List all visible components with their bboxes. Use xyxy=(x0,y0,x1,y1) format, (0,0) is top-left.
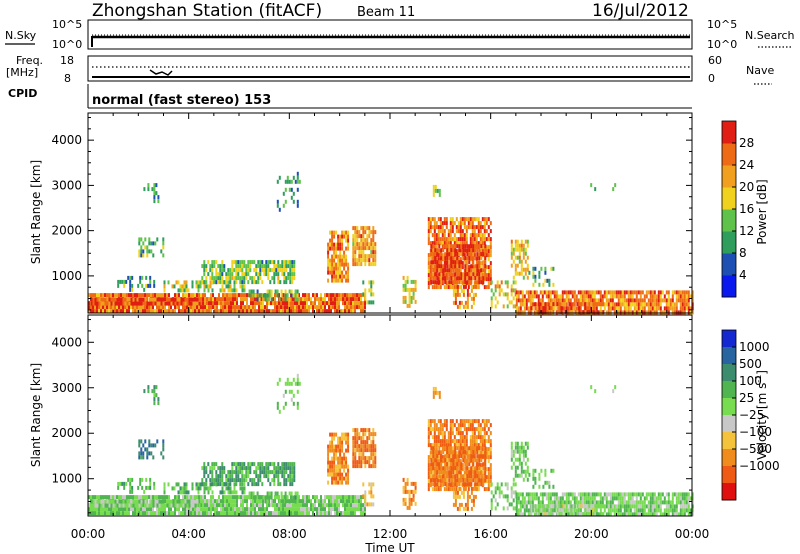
x-axis-label: Time UT xyxy=(364,541,415,554)
power-colorbar-tick: 24 xyxy=(739,158,754,172)
freq-label-2: [MHz] xyxy=(6,66,38,79)
mode-text: normal (fast stereo) 153 xyxy=(92,93,271,108)
velocity-colorbar-tick: −25 xyxy=(739,408,764,422)
nsearch-label: N.Search xyxy=(745,29,795,42)
freq-label-1: Freq. xyxy=(16,54,43,67)
x-tick-label: 04:00 xyxy=(171,527,206,541)
freq-panel xyxy=(87,55,693,82)
nave-tick-top: 60 xyxy=(708,54,722,67)
nsearch-tick-bottom: 10^0 xyxy=(707,38,737,51)
velocity-ytick-label: 4000 xyxy=(51,335,82,349)
velocity-colorbar: 1000 500 100 25 −25 −100 −500 −1000 xyxy=(721,329,780,501)
power-colorbar-label: Power [dB] xyxy=(755,179,769,244)
velocity-colorbar-tick: 25 xyxy=(739,391,754,405)
power-ytick-label: 4000 xyxy=(51,133,82,147)
power-panel: 1000 2000 3000 4000 xyxy=(51,112,694,315)
power-colorbar-swatch xyxy=(722,165,736,188)
velocity-colorbar-swatch xyxy=(722,381,736,399)
x-tick-label: 20:00 xyxy=(574,527,609,541)
power-colorbar-swatch xyxy=(722,187,736,210)
nsky-tick-top: 10^5 xyxy=(52,18,82,31)
power-colorbar-tick: 20 xyxy=(739,180,754,194)
velocity-colorbar-swatch xyxy=(722,483,736,501)
power-colorbar-tick: 8 xyxy=(739,246,747,260)
velocity-colorbar-tick: 500 xyxy=(739,357,762,371)
power-colorbar-tick: 16 xyxy=(739,202,754,216)
x-tick-label: 00:00 xyxy=(675,527,710,541)
velocity-colorbar-swatch xyxy=(722,415,736,433)
velocity-colorbar-swatch xyxy=(722,432,736,450)
nave-tick-bottom: 0 xyxy=(708,72,715,85)
station-title: Zhongshan Station (fitACF) xyxy=(92,1,322,21)
power-ytick-label: 2000 xyxy=(51,224,82,238)
power-colorbar-tick: 12 xyxy=(739,224,754,238)
x-tick-label: 16:00 xyxy=(473,527,508,541)
freq-tick-top: 18 xyxy=(60,54,74,67)
x-tick-label: 08:00 xyxy=(272,527,307,541)
velocity-panel: 1000 2000 3000 4000 xyxy=(51,314,694,517)
x-tick-label: 00:00 xyxy=(71,527,106,541)
power-colorbar-swatch xyxy=(722,253,736,276)
velocity-colorbar-swatch xyxy=(722,330,736,348)
power-ytick-label: 1000 xyxy=(51,269,82,283)
nsearch-tick-top: 10^5 xyxy=(707,18,737,31)
velocity-ytick-label: 2000 xyxy=(51,426,82,440)
power-colorbar-swatch xyxy=(722,121,736,144)
power-colorbar: 4 8 12 16 20 24 28 xyxy=(721,120,754,298)
velocity-colorbar-tick: −500 xyxy=(739,442,772,456)
velocity-colorbar-swatch xyxy=(722,466,736,484)
power-colorbar-tick: 4 xyxy=(739,268,747,282)
power-colorbar-swatch xyxy=(722,143,736,166)
power-colorbar-swatch xyxy=(722,231,736,254)
nsky-tick-bottom: 10^0 xyxy=(52,38,82,51)
nsky-label: N.Sky xyxy=(5,29,37,42)
power-colorbar-tick: 28 xyxy=(739,136,754,150)
date-label: 16/Jul/2012 xyxy=(592,1,689,21)
power-colorbar-swatch xyxy=(722,275,736,298)
velocity-colorbar-tick: 100 xyxy=(739,374,762,388)
velocity-colorbar-swatch xyxy=(722,449,736,467)
velocity-ylabel: Slant Range [km] xyxy=(29,363,43,467)
velocity-colorbar-tick: −100 xyxy=(739,425,772,439)
cpid-label: CPID xyxy=(8,87,37,100)
nave-label: Nave xyxy=(746,64,774,77)
freq-tick-bottom: 8 xyxy=(64,72,71,85)
velocity-colorbar-swatch xyxy=(722,364,736,382)
velocity-colorbar-swatch xyxy=(722,347,736,365)
nsky-panel xyxy=(87,19,693,50)
velocity-colorbar-label: Velocity [m s-1] xyxy=(754,370,769,460)
velocity-ytick-label: 1000 xyxy=(51,472,82,486)
beam-label: Beam 11 xyxy=(357,5,415,20)
velocity-colorbar-tick: −1000 xyxy=(739,459,780,473)
velocity-ytick-label: 3000 xyxy=(51,381,82,395)
velocity-colorbar-tick: 1000 xyxy=(739,340,770,354)
velocity-colorbar-swatch xyxy=(722,398,736,416)
power-colorbar-swatch xyxy=(722,209,736,232)
power-ytick-label: 3000 xyxy=(51,178,82,192)
x-tick-label: 12:00 xyxy=(373,527,408,541)
power-ylabel: Slant Range [km] xyxy=(29,160,43,264)
